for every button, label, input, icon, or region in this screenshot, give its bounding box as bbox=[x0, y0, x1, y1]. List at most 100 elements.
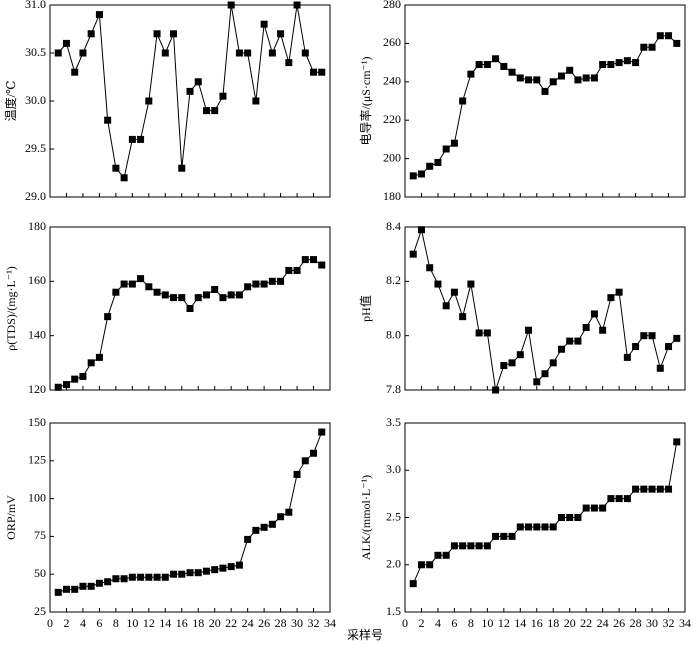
data-point bbox=[500, 362, 508, 370]
data-point bbox=[62, 39, 70, 47]
y-tick-label: 8.4 bbox=[386, 219, 401, 233]
data-point bbox=[632, 343, 640, 351]
y-tick-label: 8.2 bbox=[386, 273, 401, 287]
data-point bbox=[566, 514, 574, 521]
data-point bbox=[623, 495, 631, 503]
data-point bbox=[244, 535, 252, 543]
plot-frame bbox=[49, 422, 331, 613]
data-point bbox=[95, 353, 103, 361]
data-point bbox=[566, 66, 574, 74]
data-point bbox=[137, 573, 145, 581]
y-axis-label: ALK/(mmol·L⁻¹) bbox=[359, 475, 373, 560]
data-point bbox=[104, 578, 112, 586]
x-tick-label: 32 bbox=[663, 616, 675, 630]
x-tick-label: 34 bbox=[679, 616, 691, 630]
data-point bbox=[417, 226, 425, 234]
data-point bbox=[227, 563, 235, 571]
x-axis-label: 采样号 bbox=[347, 627, 383, 642]
data-point bbox=[194, 294, 202, 302]
data-point bbox=[87, 359, 95, 367]
data-point bbox=[170, 30, 178, 38]
y-tick-label: 240 bbox=[383, 74, 401, 88]
x-tick-label: 24 bbox=[597, 616, 609, 630]
data-point bbox=[607, 495, 615, 503]
data-point bbox=[590, 74, 598, 82]
data-point bbox=[525, 523, 533, 531]
data-point bbox=[648, 485, 656, 493]
data-point bbox=[442, 302, 450, 310]
data-point bbox=[615, 59, 623, 67]
data-point bbox=[516, 74, 524, 82]
data-point bbox=[442, 551, 450, 559]
data-point bbox=[178, 164, 186, 172]
x-tick-label: 16 bbox=[176, 616, 188, 630]
data-point bbox=[112, 575, 120, 583]
x-tick-label: 28 bbox=[275, 616, 287, 630]
data-point bbox=[268, 49, 276, 57]
series-line bbox=[413, 35, 678, 177]
data-point bbox=[95, 579, 103, 587]
data-point bbox=[112, 164, 120, 172]
y-tick-label: 29.5 bbox=[25, 141, 46, 155]
data-point bbox=[656, 364, 664, 372]
data-point bbox=[310, 68, 318, 76]
data-point bbox=[252, 280, 260, 288]
data-point bbox=[95, 11, 103, 19]
data-point bbox=[145, 97, 153, 105]
data-point bbox=[483, 329, 491, 337]
data-point bbox=[557, 72, 565, 80]
data-point bbox=[161, 573, 169, 581]
y-tick-label: 25 bbox=[34, 604, 46, 618]
data-point bbox=[640, 43, 648, 51]
data-point bbox=[615, 495, 623, 503]
y-tick-label: 8.0 bbox=[386, 327, 401, 341]
data-point bbox=[153, 573, 161, 581]
data-point bbox=[607, 61, 615, 69]
y-tick-label: 2.5 bbox=[386, 509, 401, 523]
data-point bbox=[87, 30, 95, 38]
data-point bbox=[673, 438, 681, 446]
y-tick-label: 7.8 bbox=[386, 382, 401, 396]
y-tick-label: 140 bbox=[28, 327, 46, 341]
data-point bbox=[54, 49, 62, 57]
data-point bbox=[202, 107, 210, 115]
y-tick-label: 150 bbox=[28, 415, 46, 429]
data-point bbox=[285, 508, 293, 516]
data-point bbox=[211, 566, 219, 574]
data-point bbox=[533, 76, 541, 84]
data-point bbox=[120, 280, 128, 288]
series-line bbox=[412, 227, 678, 391]
data-point bbox=[533, 523, 541, 531]
x-tick-label: 24 bbox=[242, 616, 254, 630]
y-tick-label: 160 bbox=[28, 273, 46, 287]
y-tick-label: 260 bbox=[383, 35, 401, 49]
data-point bbox=[582, 74, 590, 82]
data-point bbox=[541, 87, 549, 95]
plot-frame bbox=[404, 422, 686, 613]
data-point bbox=[104, 313, 112, 321]
data-point bbox=[574, 337, 582, 345]
plot-frame bbox=[404, 226, 686, 391]
y-axis-label: pH值 bbox=[358, 295, 373, 322]
x-tick-label: 16 bbox=[531, 616, 543, 630]
data-point bbox=[640, 332, 648, 340]
data-point bbox=[227, 291, 235, 299]
y-tick-label: 200 bbox=[383, 150, 401, 164]
x-tick-label: 14 bbox=[159, 616, 171, 630]
data-point bbox=[71, 585, 79, 593]
data-point bbox=[137, 135, 145, 143]
data-point bbox=[492, 532, 500, 540]
data-point bbox=[450, 139, 458, 147]
data-point bbox=[467, 70, 475, 78]
y-tick-label: 220 bbox=[383, 112, 401, 126]
data-point bbox=[211, 107, 219, 115]
data-point bbox=[434, 280, 442, 288]
data-point bbox=[186, 569, 194, 577]
data-point bbox=[285, 266, 293, 274]
data-point bbox=[574, 514, 582, 521]
data-point bbox=[87, 582, 95, 590]
data-point bbox=[665, 485, 673, 493]
data-point bbox=[71, 375, 79, 383]
y-tick-label: 100 bbox=[28, 490, 46, 504]
data-point bbox=[623, 353, 631, 361]
